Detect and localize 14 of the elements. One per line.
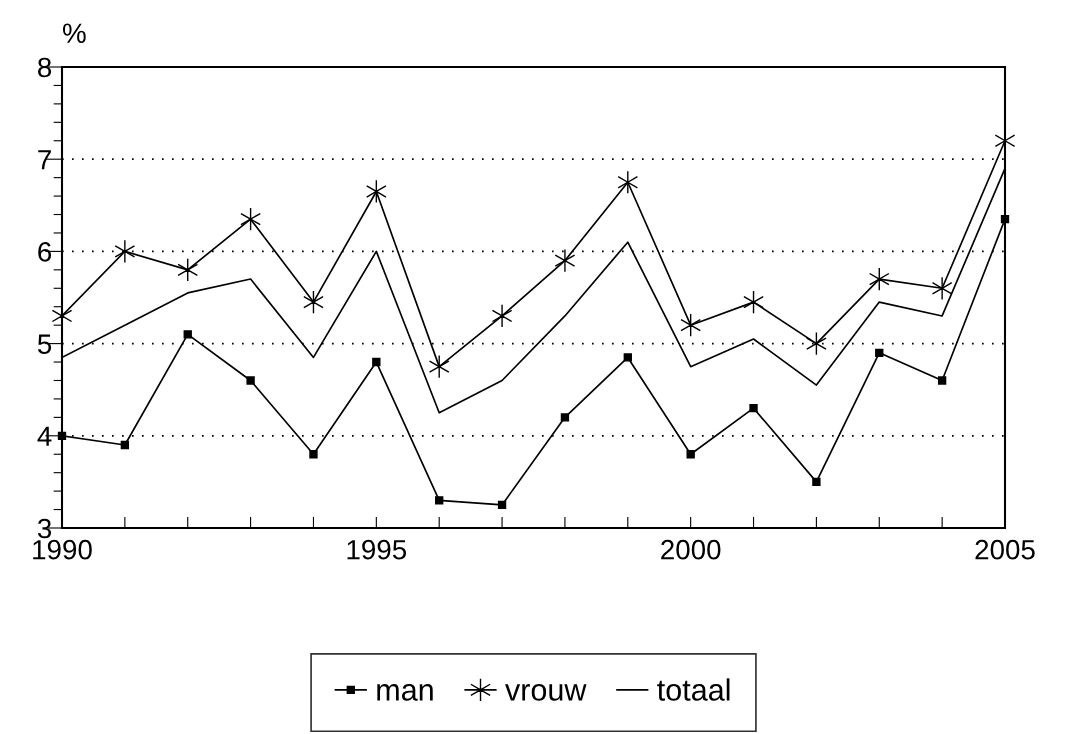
legend-label: man	[377, 684, 433, 701]
y-tick-label: 8	[38, 57, 52, 78]
x-tick-label: 2000	[661, 539, 721, 560]
x-tick-label: 2005	[975, 539, 1035, 560]
y-tick-label: 6	[38, 242, 52, 262]
y-tick-label: 4	[37, 426, 52, 446]
legend-label: totaal	[657, 678, 730, 701]
y-axis-title: %	[62, 23, 86, 43]
y-tick-label: 3	[37, 518, 52, 539]
x-tick-label: 1995	[347, 539, 407, 560]
y-tick-label: 5	[37, 334, 52, 354]
y-tick-label: 7	[38, 150, 51, 170]
legend-label: vrouw	[505, 684, 587, 701]
x-tick-label: 1990	[33, 539, 92, 560]
